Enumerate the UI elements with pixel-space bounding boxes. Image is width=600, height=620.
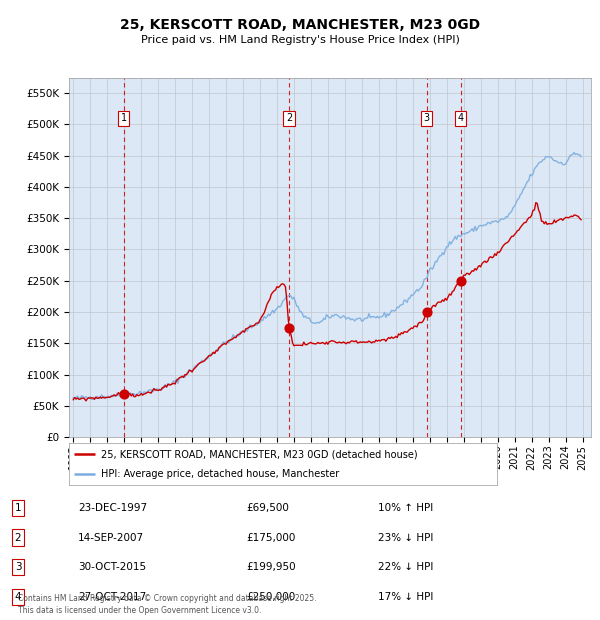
Text: 4: 4 xyxy=(458,113,464,123)
Point xyxy=(422,307,431,317)
Text: Contains HM Land Registry data © Crown copyright and database right 2025.
This d: Contains HM Land Registry data © Crown c… xyxy=(18,594,317,615)
Text: 27-OCT-2017: 27-OCT-2017 xyxy=(78,592,146,602)
Text: 30-OCT-2015: 30-OCT-2015 xyxy=(78,562,146,572)
Text: 1: 1 xyxy=(121,113,127,123)
Text: £250,000: £250,000 xyxy=(246,592,295,602)
Text: Price paid vs. HM Land Registry's House Price Index (HPI): Price paid vs. HM Land Registry's House … xyxy=(140,35,460,45)
Point xyxy=(119,389,128,399)
Text: 17% ↓ HPI: 17% ↓ HPI xyxy=(378,592,433,602)
Point xyxy=(284,322,294,332)
Text: 3: 3 xyxy=(424,113,430,123)
Text: 4: 4 xyxy=(14,592,22,602)
Text: 22% ↓ HPI: 22% ↓ HPI xyxy=(378,562,433,572)
Text: 14-SEP-2007: 14-SEP-2007 xyxy=(78,533,144,542)
Text: £199,950: £199,950 xyxy=(246,562,296,572)
Point xyxy=(456,276,466,286)
Text: 2: 2 xyxy=(14,533,22,542)
Text: 1: 1 xyxy=(14,503,22,513)
Text: 25, KERSCOTT ROAD, MANCHESTER, M23 0GD: 25, KERSCOTT ROAD, MANCHESTER, M23 0GD xyxy=(120,18,480,32)
Text: 10% ↑ HPI: 10% ↑ HPI xyxy=(378,503,433,513)
Text: £69,500: £69,500 xyxy=(246,503,289,513)
Text: 2: 2 xyxy=(286,113,292,123)
Text: 23-DEC-1997: 23-DEC-1997 xyxy=(78,503,147,513)
Text: HPI: Average price, detached house, Manchester: HPI: Average price, detached house, Manc… xyxy=(101,469,340,479)
Text: 25, KERSCOTT ROAD, MANCHESTER, M23 0GD (detached house): 25, KERSCOTT ROAD, MANCHESTER, M23 0GD (… xyxy=(101,450,418,459)
Text: 23% ↓ HPI: 23% ↓ HPI xyxy=(378,533,433,542)
Text: £175,000: £175,000 xyxy=(246,533,295,542)
Text: 3: 3 xyxy=(14,562,22,572)
